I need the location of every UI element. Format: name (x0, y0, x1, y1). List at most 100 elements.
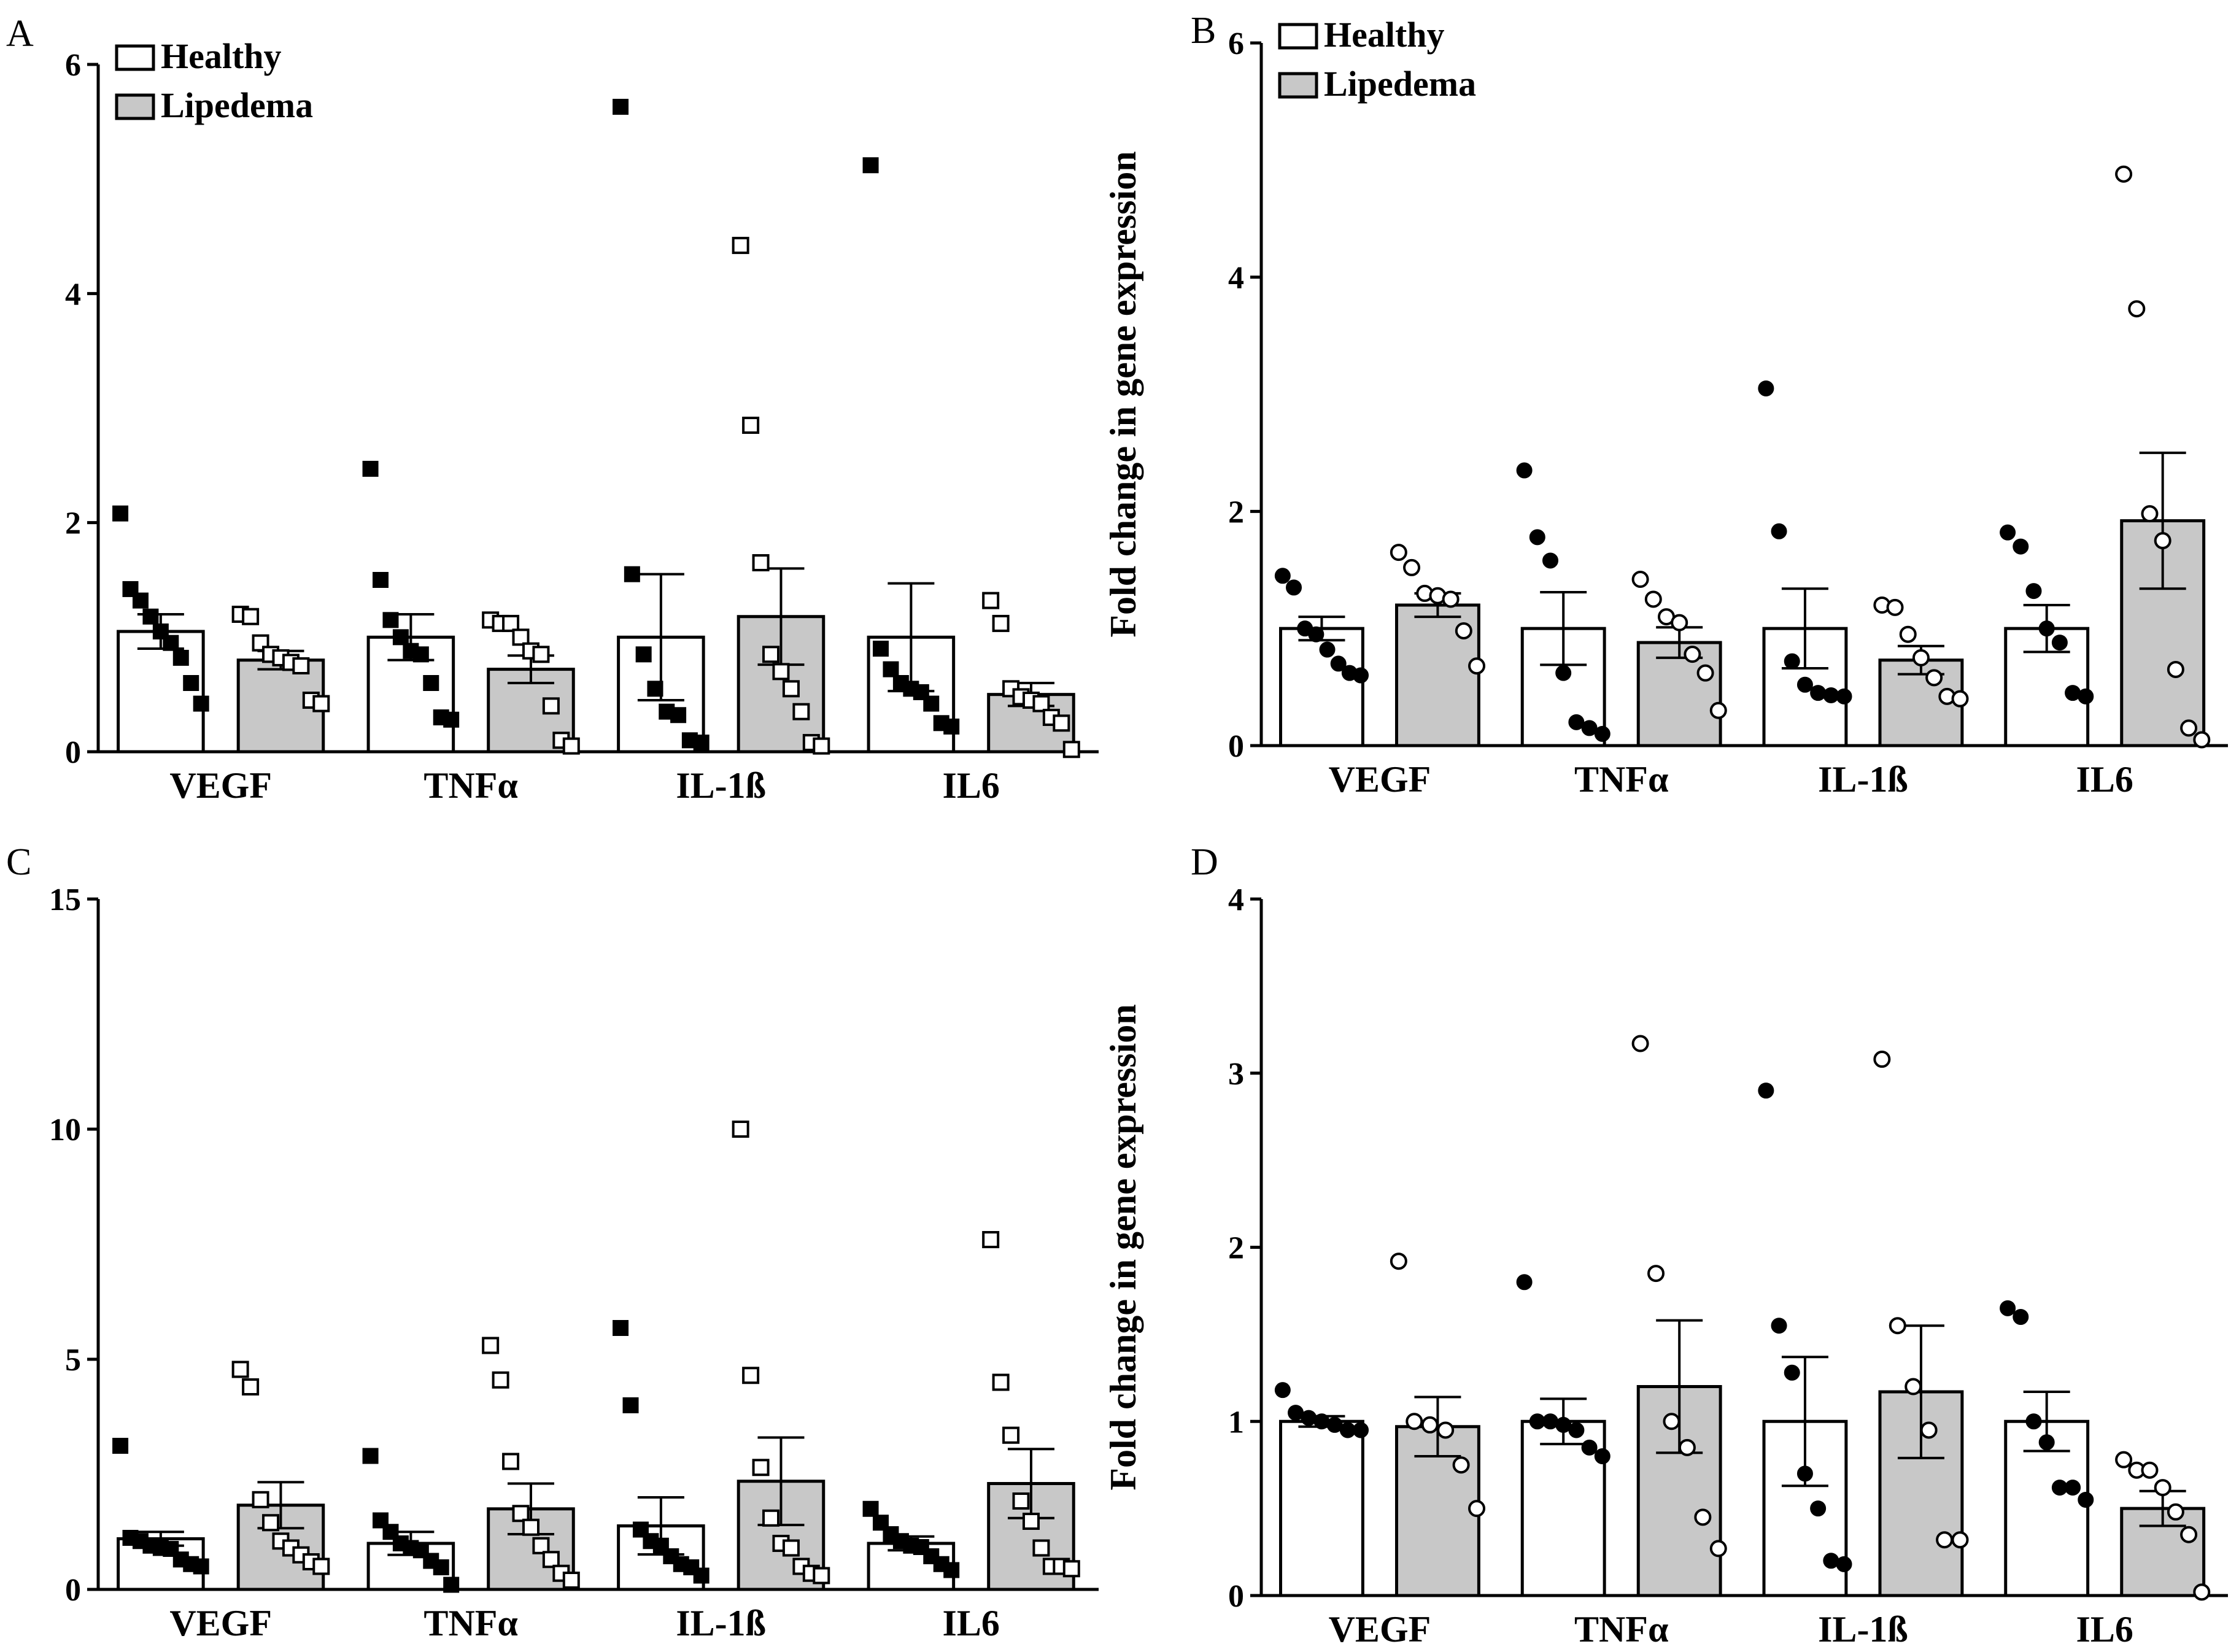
x-category-label: IL-1ß (1818, 1609, 1908, 1650)
data-point-lipedema (1684, 646, 1701, 663)
data-point-healthy (2025, 583, 2042, 600)
data-point-healthy (362, 460, 379, 477)
data-point-lipedema (1002, 1426, 1020, 1444)
data-point-healthy (862, 157, 879, 174)
data-point-healthy (1810, 685, 1827, 701)
panel-letter: B (1191, 10, 1216, 52)
y-axis-title: Fold change in gene expression (1103, 1004, 1143, 1490)
data-point-healthy (1823, 1553, 1839, 1569)
data-point-lipedema (562, 737, 580, 755)
chart-panel-c: CFold change in gene expression051015VEG… (6, 841, 1099, 1643)
data-point-healthy (693, 735, 710, 751)
data-point-lipedema (1390, 544, 1407, 562)
data-point-lipedema (792, 703, 810, 720)
x-category-label: TNFα (423, 765, 518, 806)
data-point-healthy (1771, 1318, 1787, 1334)
data-point-healthy (1594, 1448, 1611, 1464)
legend-swatch-lipedema (115, 93, 155, 120)
data-point-healthy (670, 707, 687, 724)
y-tick-label: 2 (1228, 1231, 1244, 1266)
data-point-lipedema (982, 592, 1000, 609)
data-point-healthy (2025, 1413, 2042, 1430)
data-point-lipedema (1062, 741, 1080, 758)
legend-label-lipedema: Lipedema (1324, 64, 1476, 104)
data-point-lipedema (2128, 300, 2146, 318)
data-point-lipedema (1631, 571, 1649, 589)
data-point-lipedema (502, 1453, 520, 1470)
data-point-lipedema (1053, 714, 1070, 732)
data-point-healthy (423, 675, 439, 691)
data-point-lipedema (2115, 165, 2133, 183)
data-point-lipedema (2167, 1503, 2184, 1521)
data-point-lipedema (1920, 1421, 1938, 1439)
data-point-lipedema (1644, 590, 1662, 608)
data-point-healthy (1771, 523, 1787, 539)
chart-panel-b: B Fold change in gene expression 0 2 4 6 VEGF T… (1103, 10, 2228, 800)
data-point-lipedema (1032, 695, 1050, 712)
data-point-healthy (622, 1397, 639, 1413)
y-tick-label: 4 (1228, 261, 1244, 296)
data-point-lipedema (1390, 1253, 1407, 1270)
data-point-lipedema (1886, 598, 1904, 616)
data-point-lipedema (2115, 1451, 2133, 1469)
data-point-healthy (1353, 1422, 1369, 1438)
x-category-label: IL-1ß (1818, 759, 1908, 800)
y-tick-label: 6 (65, 48, 81, 83)
data-point-healthy (2038, 620, 2055, 637)
data-point-lipedema (542, 697, 560, 715)
data-point-lipedema (1442, 590, 1460, 608)
data-point-healthy (382, 612, 399, 628)
data-point-healthy (923, 695, 940, 712)
y-tick-label: 3 (1228, 1057, 1244, 1092)
legend-label-healthy: Healthy (161, 36, 282, 76)
data-point-lipedema (742, 417, 760, 434)
data-point-lipedema (1455, 622, 1472, 639)
legend-swatch-healthy (115, 44, 155, 71)
data-point-healthy (172, 649, 189, 666)
data-point-lipedema (1696, 664, 1714, 682)
panel-letter: D (1191, 841, 1218, 883)
x-category-label: TNFα (423, 1603, 518, 1643)
data-point-healthy (1516, 462, 1533, 479)
data-point-lipedema (1873, 1051, 1891, 1068)
data-point-lipedema (1022, 1513, 1040, 1530)
data-point-healthy (1286, 579, 1302, 596)
data-point-lipedema (1936, 1531, 1954, 1549)
data-point-lipedema (742, 1367, 760, 1384)
data-point-lipedema (1437, 1421, 1455, 1439)
y-tick-label: 0 (65, 735, 81, 770)
y-tick-label: 0 (1228, 1579, 1244, 1614)
data-point-lipedema (1403, 558, 1421, 576)
x-category-label: TNFα (1574, 1609, 1669, 1650)
data-point-lipedema (1468, 1500, 1486, 1518)
data-point-lipedema (292, 657, 310, 674)
data-point-lipedema (1899, 625, 1917, 643)
panel-letter: C (6, 841, 31, 883)
data-point-lipedema (512, 1505, 530, 1523)
data-point-lipedema (762, 646, 780, 663)
x-category-label: IL6 (2076, 1609, 2133, 1650)
data-point-lipedema (2193, 731, 2211, 749)
data-point-healthy (647, 681, 663, 697)
y-tick-label: 2 (1228, 495, 1244, 530)
x-category-label: IL6 (942, 765, 999, 806)
chart-panel-d: D Fold change in gene expression 0 1 2 3 4 VEGF… (1103, 841, 2228, 1650)
data-point-healthy (943, 718, 960, 735)
data-point-healthy (2065, 685, 2081, 701)
data-point-healthy (1568, 1422, 1585, 1438)
data-point-healthy (1274, 568, 1291, 584)
data-point-healthy (613, 99, 629, 115)
data-point-healthy (862, 1500, 879, 1517)
x-category-label: IL6 (942, 1603, 999, 1643)
legend-label-healthy: Healthy (1324, 15, 1445, 55)
legend-swatch-healthy (1278, 23, 1318, 50)
data-point-lipedema (732, 236, 749, 254)
data-point-healthy (433, 1559, 449, 1575)
data-point-healthy (392, 629, 409, 646)
data-point-healthy (193, 1558, 209, 1575)
data-point-healthy (1784, 653, 1800, 670)
data-point-lipedema (512, 628, 530, 646)
data-point-lipedema (522, 1518, 539, 1536)
data-point-healthy (1836, 1556, 1852, 1572)
data-point-lipedema (1709, 701, 1727, 719)
